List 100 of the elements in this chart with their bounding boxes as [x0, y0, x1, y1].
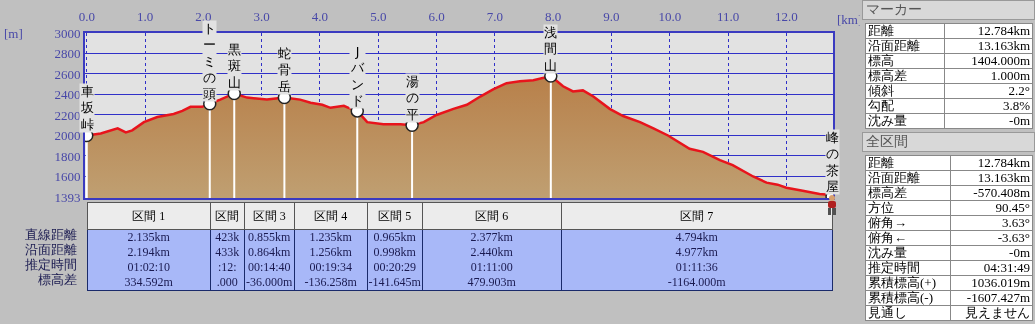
- text: -141.645m: [368, 275, 421, 289]
- y-tick-label: 2200: [54, 107, 81, 123]
- category-label: 沿面距離: [24, 242, 77, 257]
- category-label: 距離: [868, 23, 894, 38]
- x-tick-label: 8.0: [545, 8, 562, 24]
- text: 1036.019m: [971, 275, 1030, 290]
- text: 2.377km: [470, 230, 513, 244]
- x-tick-label: 11.0: [716, 8, 740, 24]
- text: 12.784km: [977, 23, 1030, 38]
- y-tick-label: 2400: [54, 87, 81, 103]
- category-label: 沿面距離: [868, 38, 920, 53]
- category-label: 沈み量: [868, 245, 907, 260]
- text: 01:11:36: [675, 260, 718, 274]
- annotation: トーミの頭: [203, 21, 216, 101]
- text: -0m: [1009, 113, 1030, 128]
- text: 12.784km: [977, 155, 1030, 170]
- annotation: 蛇骨岳: [278, 46, 291, 94]
- category-label: 沈み量: [868, 113, 907, 128]
- category-label: 見通し: [868, 305, 907, 320]
- x-tick-label: 12.0: [774, 8, 798, 24]
- category-label: 累積標高(-): [868, 290, 933, 305]
- category-label: 標高差: [37, 272, 77, 287]
- text: 1.000m: [990, 68, 1030, 83]
- text: 04:31:49: [983, 260, 1030, 275]
- y-tick-label: 1800: [54, 148, 81, 164]
- text: -36.000m: [246, 275, 293, 289]
- category-label: 区間 3: [244, 202, 295, 230]
- annotation: 湯の平: [406, 74, 419, 122]
- category-label: 勾配: [868, 98, 894, 113]
- text: 479.903m: [467, 275, 516, 289]
- text: 2.2°: [1008, 83, 1030, 98]
- text: 0.965km: [373, 230, 416, 244]
- x-tick-label: 10.0: [658, 8, 682, 24]
- text: 90.45°: [995, 200, 1030, 215]
- text: 4.977km: [675, 245, 718, 259]
- text: -1607.427m: [966, 290, 1030, 305]
- text: -0m: [1009, 245, 1030, 260]
- category-label: 区間 6: [422, 202, 562, 230]
- y-tick-label: 2800: [54, 46, 81, 62]
- text: 0.855km: [248, 230, 291, 244]
- x-tick-label: 0.0: [78, 8, 95, 24]
- category-label: 推定時間: [24, 257, 77, 272]
- text: 01:02:10: [127, 260, 171, 274]
- text: 0.998km: [373, 245, 416, 259]
- text: 01:11:00: [470, 260, 513, 274]
- category-label: 区間 5: [367, 202, 423, 230]
- text: 334.592m: [124, 275, 173, 289]
- category-label: 区間 4: [294, 202, 368, 230]
- y-tick-label: 2600: [54, 66, 81, 82]
- text: 1.256km: [309, 245, 352, 259]
- annotation: 峰の茶屋: [826, 130, 839, 194]
- category-label: 直線距離: [24, 227, 77, 242]
- x-tick-label: 6.0: [428, 8, 445, 24]
- y-tick-label: 2000: [54, 128, 81, 144]
- y-axis-title: [m]: [4, 26, 23, 41]
- x-tick-label: 9.0: [603, 8, 620, 24]
- annotation: 車坂峠: [80, 84, 94, 132]
- text: 433k: [215, 245, 240, 259]
- category-label: 標高: [868, 53, 894, 68]
- category-label: 区間 7: [561, 202, 833, 230]
- text: :12:: [217, 260, 237, 274]
- text: .000: [216, 275, 238, 289]
- annotation: Jバンド: [350, 44, 365, 108]
- text: -1164.000m: [667, 275, 726, 289]
- y-tick-label: 3000: [54, 25, 81, 41]
- category-label: 方位: [868, 200, 894, 215]
- text: 1.235km: [309, 230, 352, 244]
- text: 0.864km: [248, 245, 291, 259]
- text: 全区間: [862, 132, 1035, 152]
- text: 1404.000m: [971, 53, 1030, 68]
- y-tick-label: 1600: [54, 169, 81, 185]
- text: 2.135km: [127, 230, 170, 244]
- category-label: 沿面距離: [868, 170, 920, 185]
- text: 00:20:29: [373, 260, 417, 274]
- category-label: 区間 1: [87, 202, 211, 230]
- x-tick-label: 3.0: [253, 8, 270, 24]
- category-label: 俯角→: [868, 215, 907, 230]
- text: 00:14:40: [247, 260, 291, 274]
- text: 13.163km: [977, 38, 1030, 53]
- annotation: 浅間山: [544, 25, 557, 73]
- text: マーカー: [862, 0, 1035, 20]
- text: -3.63°: [997, 230, 1030, 245]
- text: -136.258m: [304, 275, 357, 289]
- text: 00:19:34: [309, 260, 353, 274]
- text: 見えません: [965, 305, 1030, 320]
- category-label: 傾斜: [868, 83, 894, 98]
- annotation: 黒斑山: [228, 42, 241, 90]
- text: 13.163km: [977, 170, 1030, 185]
- y-tick-label: 1393: [54, 190, 81, 206]
- category-label: 俯角←: [868, 230, 907, 245]
- category-label: 距離: [868, 155, 894, 170]
- x-tick-label: 1.0: [136, 8, 154, 24]
- text: 4.794km: [675, 230, 718, 244]
- x-tick-label: 7.0: [486, 8, 503, 24]
- category-label: 累積標高(+): [868, 275, 936, 290]
- x-tick-label: 4.0: [311, 8, 329, 24]
- text: -570.408m: [973, 185, 1030, 200]
- text: 423k: [215, 230, 240, 244]
- text: 2.194km: [127, 245, 170, 259]
- category-label: 推定時間: [868, 260, 920, 275]
